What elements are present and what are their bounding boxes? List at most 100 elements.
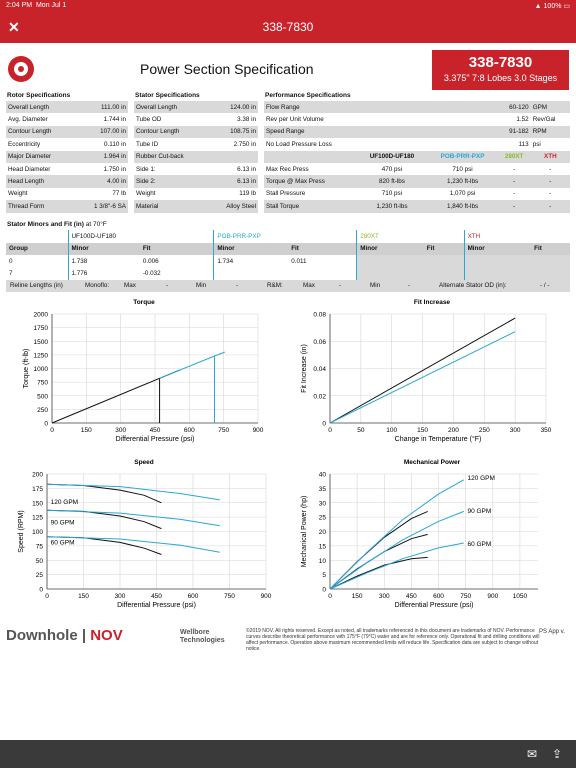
performance-value: -: [530, 200, 570, 213]
y-tick-label: 0.04: [313, 366, 326, 373]
performance-label: Max Rec Press: [266, 165, 309, 173]
series-label: 60 GPM: [51, 540, 75, 547]
x-tick-label: 50: [357, 427, 365, 434]
performance-row: Rev per Unit Volume 1.52 Rev/Gal: [264, 113, 570, 125]
x-tick-label: 150: [417, 427, 428, 434]
stator-spec-value: 124.00 in: [208, 101, 258, 114]
minors-fit: [531, 255, 570, 268]
stator-spec-label: Tube OD: [136, 116, 162, 124]
status-time: 2:04 PM Mon Jul 1: [6, 2, 67, 9]
y-tick-label: 100: [32, 529, 43, 536]
legal-text: ©2019 NOV. All rights reserved. Except a…: [246, 628, 540, 652]
rotor-spec-value: 111.00 in: [75, 101, 128, 114]
downhole-nov-logo: Downhole | NOV: [6, 627, 123, 644]
rotor-spec-value: 0.110 in: [104, 140, 126, 148]
y-tick-label: 500: [37, 393, 48, 400]
elastomer-header: 280XT: [497, 150, 531, 163]
minors-group: 0: [9, 257, 13, 265]
x-tick-label: 750: [224, 593, 235, 600]
minors-elastomer-header: XTH: [463, 230, 570, 243]
series-line: [159, 351, 225, 379]
stator-spec-label: Tube ID: [136, 140, 159, 148]
x-tick-label: 150: [352, 593, 363, 600]
performance-value: 91-182: [427, 125, 531, 139]
x-tick-label: 600: [184, 427, 195, 434]
fit-increase-chart: Fit Increase 0 50 100 150 200 250 300 350 0 0.02 0.…: [288, 295, 576, 455]
rotor-spec-label: Avg. Diameter: [8, 116, 48, 124]
x-tick-label: 300: [115, 593, 126, 600]
series-label: 120 GPM: [51, 499, 78, 506]
x-axis-label: Differential Pressure (psi): [395, 602, 474, 609]
minors-minor-header: Minor: [67, 242, 140, 255]
minors-elastomer-row: UF100D-UF180 POB-PRR-PXP 280XT XTH: [6, 230, 570, 243]
performance-unit: GPM: [530, 101, 570, 114]
minors-minor: 1.776: [67, 267, 140, 280]
performance-value: -: [497, 200, 531, 213]
stator-spec-value: 3.38 in: [237, 116, 256, 124]
rotor-spec-row: Contour Length 107.00 in: [6, 125, 128, 139]
stator-minors-title: Stator Minors and Fit (in) at 70°F: [7, 221, 107, 228]
performance-label: Torque @ Max Press: [264, 175, 357, 188]
performance-elastomer-row: Torque @ Max Press 820 ft-lbs 1,230 ft-lbs…: [264, 175, 570, 188]
performance-value: 113: [518, 140, 529, 148]
y-axis-label: Speed (RPM): [18, 510, 25, 552]
rotor-spec-row: Overall Length 111.00 in: [6, 101, 128, 114]
series-line: [329, 317, 516, 424]
stator-spec-label: Contour Length: [134, 125, 209, 139]
minors-minor: [356, 267, 424, 280]
x-axis-label: Differential Pressure (psi): [116, 436, 195, 443]
performance-value: 470 psi: [381, 165, 403, 173]
close-icon[interactable]: ✕: [8, 19, 20, 35]
y-tick-label: 0: [322, 587, 326, 594]
rotor-spec-value: 77 lb: [112, 190, 126, 198]
y-tick-label: 5: [322, 572, 326, 579]
performance-row: No Load Pressure Loss 113 psi: [264, 138, 570, 150]
y-tick-label: 25: [319, 515, 327, 522]
mail-icon[interactable]: ✉: [527, 747, 538, 761]
performance-label: Flow Range: [264, 101, 428, 114]
nav-title: 338-7830: [262, 20, 314, 34]
y-tick-label: 75: [36, 543, 44, 550]
chart-title: Mechanical Power: [404, 459, 461, 466]
rotor-spec-row: Head Diameter 1.750 in: [6, 163, 128, 175]
stator-spec-value: 6.13 in: [208, 175, 258, 188]
performance-row: Speed Range 91-182 RPM: [264, 125, 570, 139]
share-icon[interactable]: ⇪: [552, 747, 563, 761]
minors-row: 7 1.776 -0.032: [6, 267, 570, 281]
minors-fit: [288, 268, 357, 281]
series-label: 60 GPM: [467, 541, 491, 548]
x-tick-label: 450: [150, 427, 161, 434]
minors-group-header: Group: [9, 245, 28, 253]
stator-spec-row: Tube OD 3.38 in: [134, 113, 258, 125]
y-tick-label: 0.08: [313, 312, 326, 319]
stator-minors-table: UF100D-UF180 POB-PRR-PXP 280XT XTH Group Mino…: [6, 230, 570, 280]
y-tick-label: 30: [319, 500, 327, 507]
performance-label: Stall Torque: [264, 200, 357, 213]
x-tick-label: 350: [541, 427, 552, 434]
series-line: [46, 483, 220, 501]
y-tick-label: 50: [36, 558, 44, 565]
y-tick-label: 125: [32, 515, 43, 522]
x-tick-label: 0: [50, 427, 54, 434]
rotor-spec-label: Major Diameter: [6, 150, 76, 163]
rotor-spec-label: Head Diameter: [8, 165, 51, 173]
performance-value: 1,230 ft-lbs: [427, 175, 498, 188]
minors-column-header-row: Group Minor Fit Minor Fit Minor Fit Minor Fit: [6, 242, 570, 255]
performance-elastomer-row: Stall Pressure 710 psi 1,070 psi - -: [264, 188, 570, 200]
performance-spec-table: Flow Range 60-120 GPM Rev per Unit Volume 1.…: [264, 101, 570, 213]
x-tick-label: 300: [115, 427, 126, 434]
series-line: [329, 542, 464, 590]
x-tick-label: 900: [261, 593, 272, 600]
minors-minor: 1.734: [213, 255, 289, 268]
series-line: [329, 510, 464, 590]
stator-spec-title: Stator Specifications: [135, 92, 200, 99]
x-tick-label: 0: [328, 427, 332, 434]
x-tick-label: 600: [433, 593, 444, 600]
x-tick-label: 150: [78, 593, 89, 600]
y-axis-label: Torque (ft-lb): [23, 349, 30, 389]
rotor-spec-row: Major Diameter 1.964 in: [6, 150, 128, 163]
x-tick-label: 300: [510, 427, 521, 434]
x-tick-label: 250: [479, 427, 490, 434]
performance-unit: psi: [532, 140, 541, 148]
series-label: 90 GPM: [467, 508, 491, 515]
